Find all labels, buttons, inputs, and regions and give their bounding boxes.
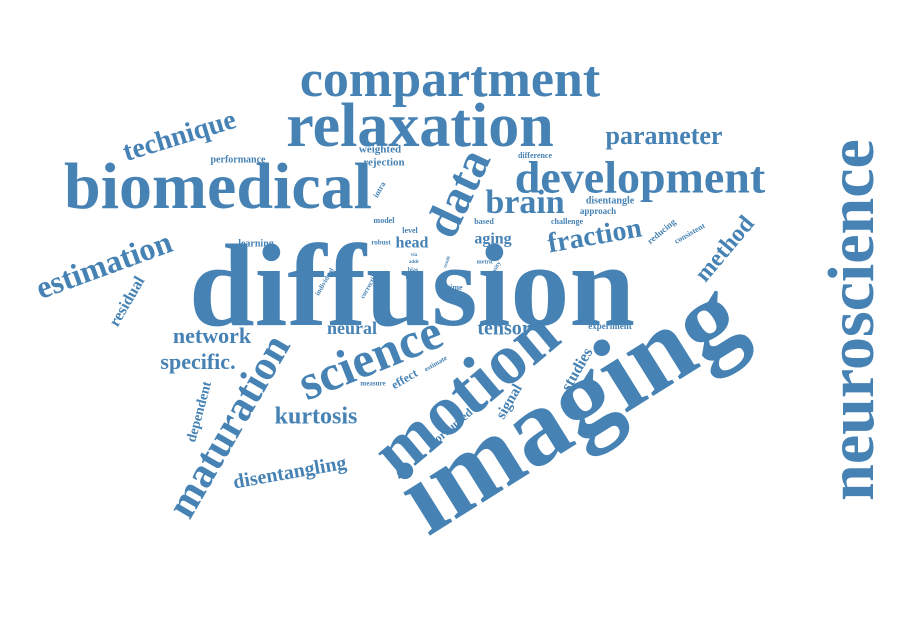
word-development: development (515, 152, 766, 203)
word-metric: metric (477, 259, 494, 265)
word-time: time (447, 283, 463, 292)
word-result: result (443, 255, 452, 268)
word-value: value (408, 287, 420, 292)
word-disentangle: disentangle (586, 195, 635, 206)
word-compartment: compartment (300, 51, 601, 108)
word-learning: learning (238, 238, 274, 249)
word-difference: difference (518, 151, 553, 160)
word-kurtosis: kurtosis (275, 404, 358, 430)
word-measure: measure (360, 380, 385, 388)
word-network: network (173, 323, 252, 348)
word-group: group (406, 275, 419, 280)
word-robust: robust (371, 239, 391, 247)
word-parameter: parameter (606, 121, 723, 150)
word-consistent: consistent (673, 221, 707, 246)
word-specific: specific. (160, 349, 235, 374)
word-approach: approach (580, 206, 616, 216)
word-bias: bias (408, 267, 419, 273)
word-residual: residual (106, 273, 148, 329)
word-weighted: weighted (359, 144, 401, 156)
word-neuroscience: neuroscience (815, 139, 888, 501)
word-performance: performance (211, 154, 267, 165)
word-rejection: rejection (363, 157, 404, 169)
word-show: show (407, 281, 418, 286)
word-reducing: reducing (645, 216, 678, 246)
word-model: model (374, 216, 396, 225)
word-estimation: estimation (31, 223, 177, 306)
word-level: level (402, 226, 418, 235)
word-brain: brain (485, 184, 564, 221)
word-based: based (474, 217, 494, 226)
word-tensor: tensor (477, 318, 530, 340)
word-via: via (411, 253, 418, 258)
word-relaxation: relaxation (286, 92, 554, 160)
word-head: head (396, 235, 429, 252)
word-intra: intra (371, 180, 387, 199)
word-biomedical: biomedical (64, 150, 372, 223)
word-diffusion: diffusion (189, 220, 635, 351)
word-challenge: challenge (551, 217, 583, 226)
word-aging: aging (474, 231, 511, 248)
word-neural: neural (327, 318, 377, 338)
word-disentangling: disentangling (231, 452, 348, 494)
word-experiment: experiment (588, 321, 631, 331)
word-addr: addr (409, 260, 420, 265)
word-cloud-words: neuroscienceimagingdiffusionbiomedicalre… (31, 51, 888, 557)
